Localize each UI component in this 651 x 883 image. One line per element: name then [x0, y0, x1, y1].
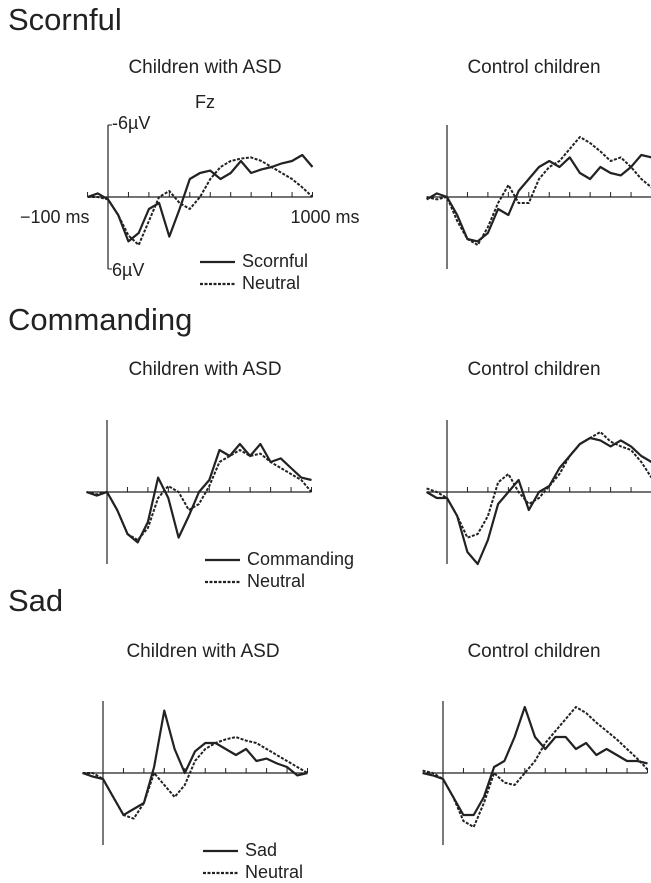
legend-label: Neutral [245, 862, 303, 882]
y-tick-label: -6µV [112, 113, 150, 133]
waveform [426, 436, 651, 566]
panel-title: Control children [467, 641, 600, 662]
waveform [426, 136, 651, 246]
panel-title: Children with ASD [128, 57, 281, 78]
waveform [426, 431, 651, 539]
panel-title: Children with ASD [126, 641, 279, 662]
x-tick-label: 1000 ms [291, 207, 360, 227]
waveform [82, 736, 309, 820]
section-heading: Commanding [8, 302, 192, 337]
legend-label: Sad [245, 840, 277, 860]
panel-title: Children with ASD [128, 359, 281, 380]
waveform [422, 706, 649, 828]
waveform [87, 153, 314, 243]
panel-title: Control children [467, 359, 600, 380]
legend-label: Neutral [247, 571, 305, 591]
panel-title: Control children [467, 57, 600, 78]
legend-label: Neutral [242, 273, 300, 293]
waveform [426, 153, 651, 243]
section-heading: Sad [8, 583, 63, 618]
y-tick-label: 6µV [112, 260, 144, 280]
waveform [86, 449, 313, 541]
x-tick-label: −100 ms [20, 207, 90, 227]
legend-label: Commanding [247, 549, 354, 569]
waveform [422, 705, 648, 817]
waveform [87, 156, 314, 246]
legend-label: Scornful [242, 251, 308, 271]
section-heading: Scornful [8, 2, 122, 37]
channel-label: Fz [195, 92, 215, 112]
waveform [86, 442, 312, 544]
